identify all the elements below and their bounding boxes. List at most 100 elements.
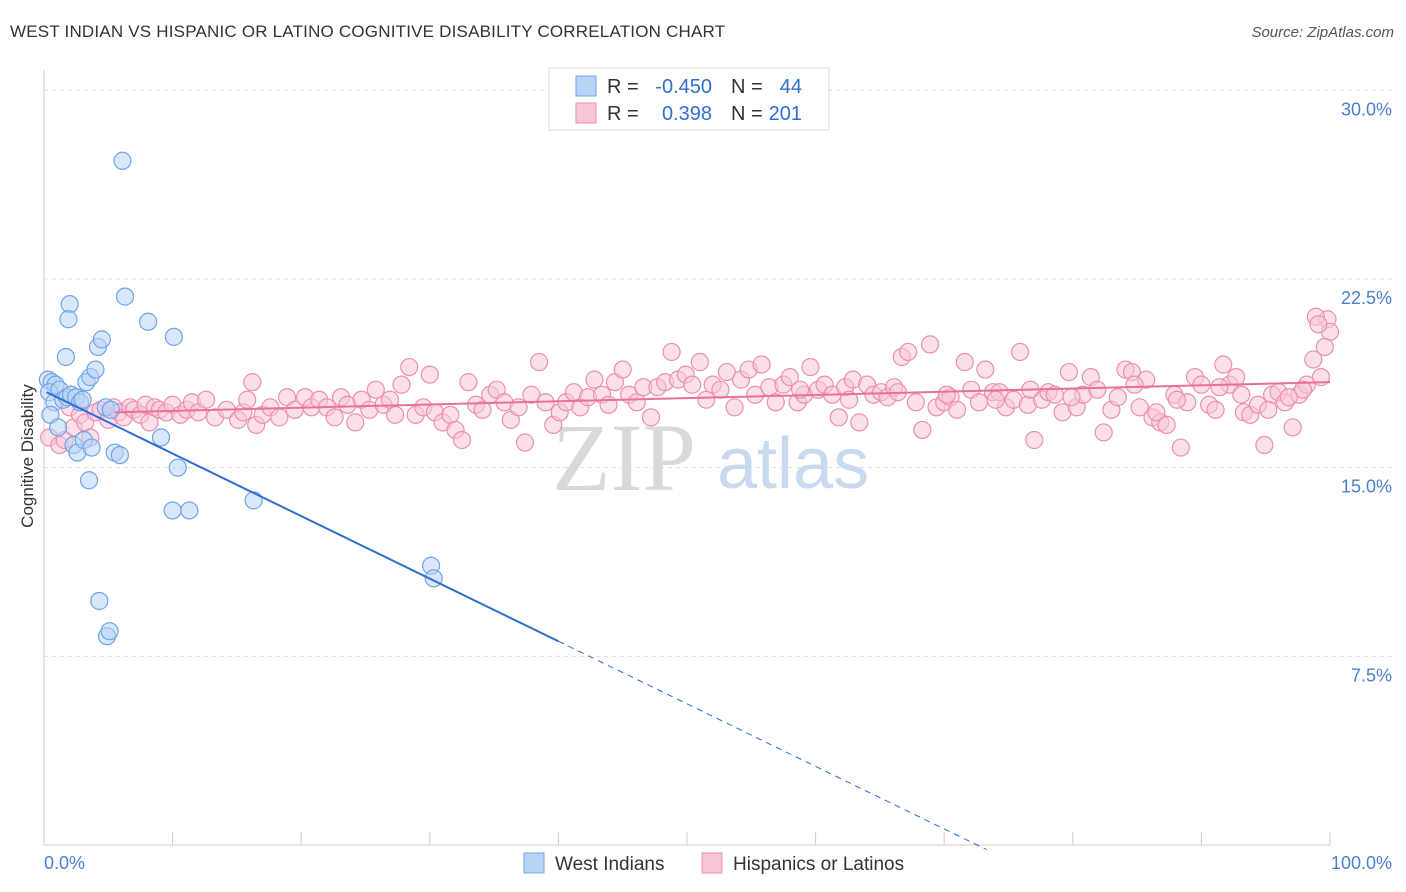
x-ticks (172, 832, 1331, 845)
data-point (420, 365, 439, 384)
y-tick-label: 15.0% (1341, 477, 1392, 497)
trend-lines (46, 381, 1331, 851)
data-point (711, 380, 730, 399)
data-point (746, 385, 765, 404)
legend-label-west-indians: West Indians (555, 854, 664, 875)
data-point (627, 393, 646, 412)
data-point (801, 357, 820, 377)
data-point (613, 360, 632, 379)
data-point (325, 408, 344, 427)
data-point (913, 420, 932, 440)
stats-r-value-1: -0.450 (655, 76, 712, 98)
chart-title: WEST INDIAN VS HISPANIC OR LATINO COGNIT… (10, 22, 726, 41)
data-point (906, 393, 926, 412)
data-point (1167, 390, 1187, 409)
data-point (1227, 368, 1246, 387)
legend-label-hispanics: Hispanics or Latinos (733, 854, 904, 875)
data-point (752, 355, 771, 374)
data-point (585, 370, 604, 389)
data-point (1206, 400, 1225, 419)
data-point (1259, 400, 1278, 419)
data-point (850, 413, 869, 432)
y-tick-label: 22.5% (1341, 288, 1392, 308)
data-point (839, 390, 859, 409)
data-point (1147, 403, 1166, 422)
data-point (766, 393, 785, 412)
west-indians-trend-extension (558, 640, 987, 851)
y-axis-title: Cognitive Disability (18, 384, 37, 528)
watermark-atlas: atlas (717, 424, 869, 504)
data-point (690, 352, 709, 372)
stats-r-label-2: R = (607, 103, 639, 125)
data-point (151, 428, 171, 447)
data-point (515, 433, 535, 452)
x-tick-label-min: 0.0% (44, 853, 85, 873)
data-point (366, 380, 385, 399)
data-point (780, 368, 799, 387)
data-point (1210, 378, 1229, 397)
data-point (56, 347, 75, 367)
data-point (59, 310, 78, 329)
x-tick-label-max: 100.0% (1331, 853, 1392, 873)
data-point (1108, 388, 1127, 407)
data-point (139, 312, 158, 331)
data-point (82, 438, 101, 457)
data-point (1283, 418, 1302, 437)
data-point (969, 393, 989, 412)
stats-n-value-1: 44 (780, 76, 802, 98)
stats-n-value-2: 201 (769, 103, 802, 125)
stats-swatch-west-indians (575, 75, 597, 97)
data-point (522, 385, 541, 404)
data-point (452, 430, 472, 450)
data-point (1309, 315, 1328, 334)
data-point (937, 385, 956, 404)
data-point (459, 373, 478, 392)
data-point (717, 362, 736, 382)
data-point (641, 408, 661, 427)
stats-r-label-1: R = (607, 76, 639, 98)
data-point (385, 405, 405, 424)
data-point (899, 342, 918, 362)
legend: West Indians Hispanics or Latinos (523, 852, 904, 875)
data-point (683, 375, 702, 394)
data-point (115, 287, 135, 306)
data-point (1059, 362, 1079, 382)
data-point (1062, 388, 1081, 407)
data-point (662, 342, 681, 362)
data-point (243, 373, 262, 392)
data-point (400, 357, 419, 377)
hispanics-trend-line (114, 381, 1331, 414)
data-point (180, 501, 199, 520)
data-point (1214, 355, 1233, 374)
data-point (90, 591, 109, 611)
stats-box: R = -0.450 N = 44 R = 0.398 N = 201 (548, 67, 830, 131)
data-point (92, 330, 111, 349)
watermark: ZIP atlas (552, 404, 869, 511)
data-point (829, 408, 848, 427)
west-indians-points (38, 151, 443, 646)
data-point (1315, 337, 1334, 357)
data-point (392, 375, 411, 394)
data-point (110, 445, 129, 465)
data-point (1157, 415, 1176, 435)
y-tick-label: 30.0% (1341, 99, 1392, 119)
data-point (346, 413, 365, 432)
data-point (1010, 342, 1030, 362)
data-point (163, 501, 182, 520)
data-point (113, 151, 132, 170)
data-point (1025, 430, 1044, 450)
data-point (49, 418, 68, 437)
data-point (1232, 385, 1251, 404)
data-point (1293, 380, 1313, 399)
data-point (441, 405, 460, 424)
stats-r-value-2: 0.398 (662, 103, 712, 125)
data-point (986, 390, 1005, 409)
data-point (725, 398, 744, 417)
stats-n-label-1: N = (731, 76, 763, 98)
data-point (920, 335, 940, 354)
gridlines (44, 89, 1392, 657)
legend-swatch-hispanics (701, 852, 723, 874)
data-point (1088, 380, 1107, 399)
data-point (1130, 398, 1149, 417)
